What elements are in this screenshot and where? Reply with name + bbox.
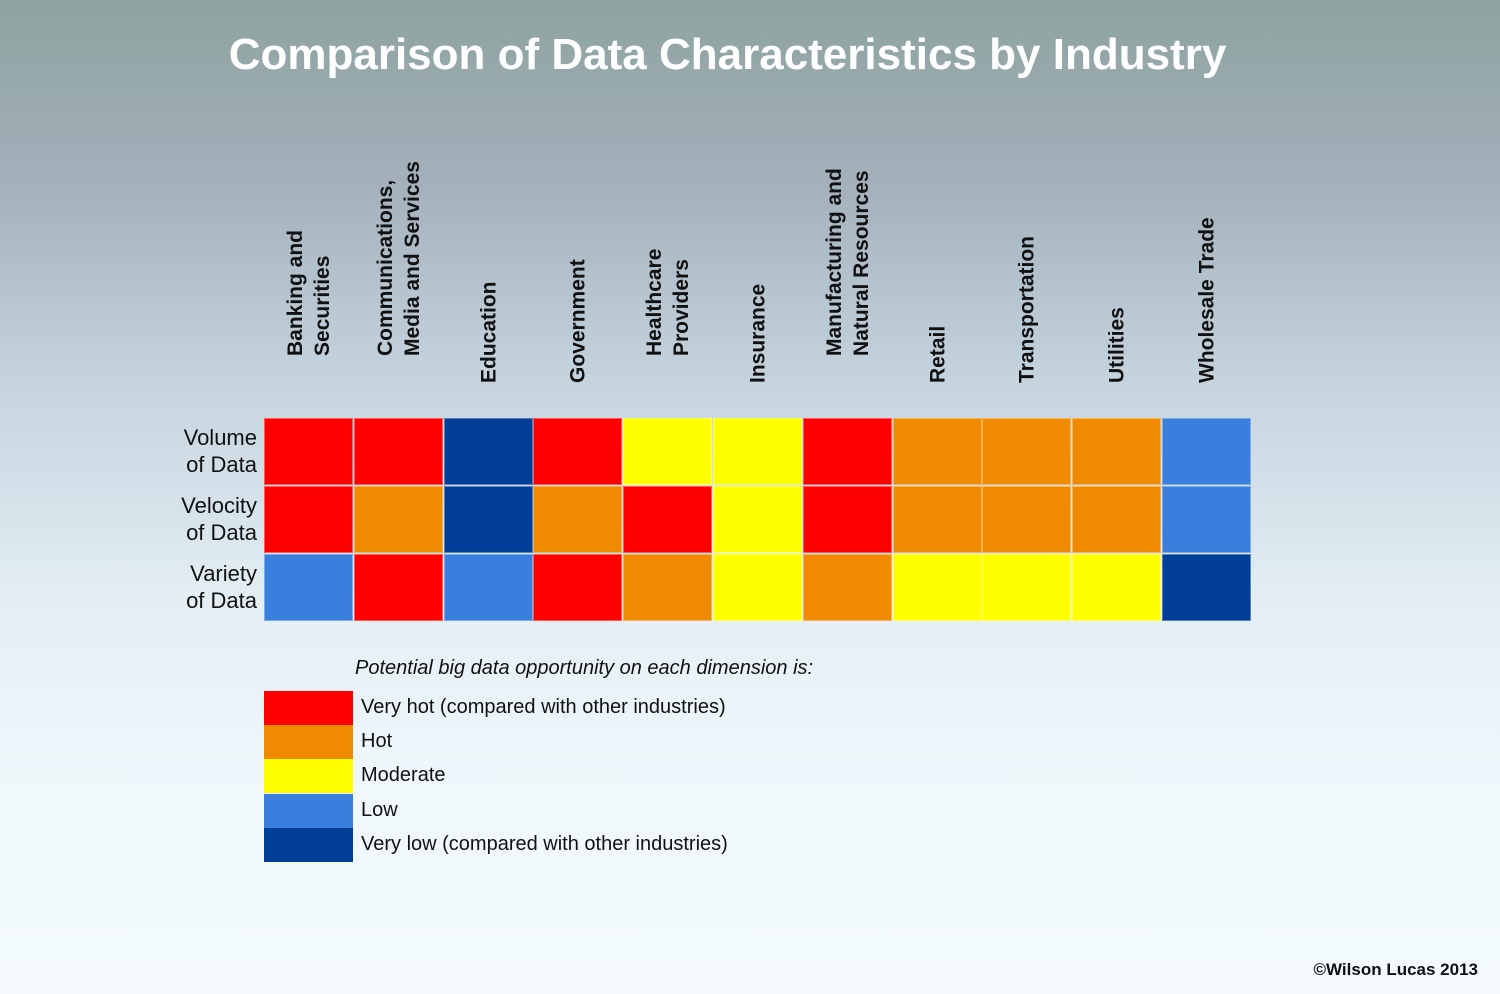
heatmap-cell xyxy=(443,486,533,553)
heatmap-cell xyxy=(802,554,892,621)
heatmap-cell xyxy=(1072,554,1162,621)
column-label-text: Banking and Securities xyxy=(284,229,334,356)
column-label-text: Manufacturing and Natural Resources xyxy=(822,168,873,356)
heatmap-cell xyxy=(353,486,443,553)
heatmap-cell xyxy=(533,418,623,485)
heatmap-cell xyxy=(892,554,982,621)
legend-label: Hot xyxy=(361,730,393,753)
heatmap-cell xyxy=(264,418,353,485)
copyright-credit: ©Wilson Lucas 2013 xyxy=(1313,960,1479,979)
heatmap-cell xyxy=(264,554,353,621)
legend-swatch xyxy=(264,759,353,794)
heatmap-cell xyxy=(353,554,443,621)
row-label: Volume of Data xyxy=(183,425,257,477)
heatmap-cell xyxy=(443,554,533,621)
column-label-text: Retail xyxy=(926,325,950,383)
legend-label: Very hot (compared with other industries… xyxy=(361,696,726,718)
legend-label: Very low (compared with other industries… xyxy=(361,832,728,855)
legend-swatch xyxy=(264,827,353,862)
legend-swatch xyxy=(264,691,353,725)
heatmap-cell xyxy=(1162,554,1251,621)
heatmap-cell xyxy=(623,486,713,553)
column-label-text: Utilities xyxy=(1105,307,1129,383)
heatmap-cell xyxy=(533,554,623,621)
column-label: Banking and Securities xyxy=(264,180,354,410)
column-label: Healthcare Providers xyxy=(623,180,713,410)
row-label: Variety of Data xyxy=(186,561,257,613)
heatmap-cell xyxy=(623,554,713,621)
heatmap-cell xyxy=(353,418,443,485)
column-label: Utilities xyxy=(1072,180,1162,410)
column-label-text: Government xyxy=(566,259,590,383)
legend-title: Potential big data opportunity on each d… xyxy=(355,657,814,679)
legend-swatch xyxy=(264,725,353,760)
column-label-text: Education xyxy=(477,281,501,383)
chart-title: Comparison of Data Characteristics by In… xyxy=(228,30,1227,79)
row-label: Velocity of Data xyxy=(181,493,257,545)
column-label: Insurance xyxy=(713,180,803,410)
heatmap-cell xyxy=(1162,486,1251,553)
heatmap-cell xyxy=(892,486,982,553)
legend-swatch xyxy=(264,793,353,828)
column-label-text: Healthcare Providers xyxy=(643,248,694,356)
column-label: Retail xyxy=(893,180,983,410)
legend-label: Low xyxy=(361,798,398,821)
column-label: Wholesale Trade xyxy=(1162,180,1252,410)
heatmap-cell xyxy=(713,554,802,621)
heatmap-cell xyxy=(264,486,353,553)
column-label-text: Transportation xyxy=(1015,235,1039,383)
legend-label: Moderate xyxy=(361,764,446,787)
heatmap-cell xyxy=(982,418,1072,485)
column-label: Government xyxy=(533,180,623,410)
heatmap-cell xyxy=(892,418,982,485)
column-label: Communications, Media and Services xyxy=(354,161,444,410)
heatmap-cell xyxy=(1072,486,1162,553)
heatmap-cell xyxy=(713,486,802,553)
heatmap-cell xyxy=(533,486,623,553)
heatmap-cell xyxy=(802,418,892,485)
heatmap-cell xyxy=(623,418,713,485)
heatmap-cell xyxy=(1162,418,1251,485)
heatmap-cell xyxy=(713,418,802,485)
heatmap-cell xyxy=(443,418,533,485)
heatmap-cell xyxy=(982,554,1072,621)
column-label-text: Insurance xyxy=(746,283,770,383)
column-label-text: Wholesale Trade xyxy=(1195,217,1219,383)
column-label-text: Communications, Media and Services xyxy=(373,161,424,356)
column-label: Transportation xyxy=(982,180,1072,410)
column-label: Manufacturing and Natural Resources xyxy=(803,168,893,410)
heatmap-cell xyxy=(1072,418,1162,485)
heatmap-cell xyxy=(982,486,1072,553)
column-label: Education xyxy=(444,180,534,410)
heatmap-cell xyxy=(802,486,892,553)
